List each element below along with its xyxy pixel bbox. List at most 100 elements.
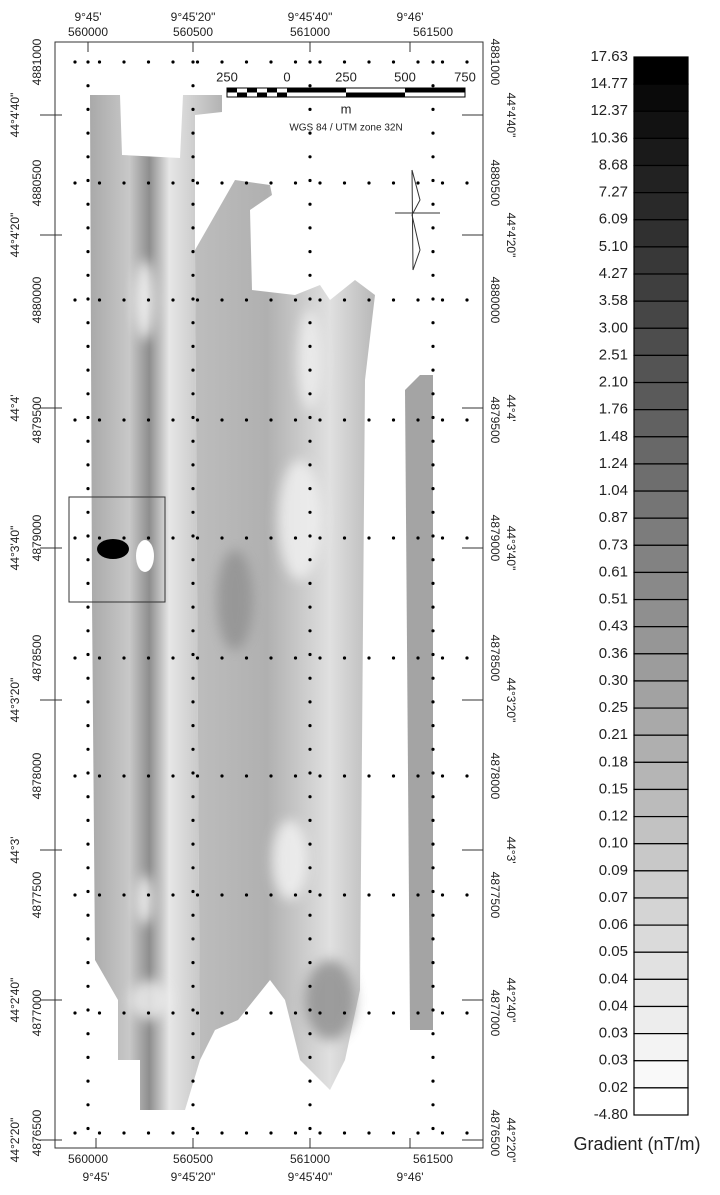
grid-dot — [191, 1032, 194, 1035]
legend-swatch — [634, 383, 688, 410]
scale-bar-unit: m — [341, 101, 352, 116]
legend-swatch — [634, 789, 688, 816]
grid-dot — [86, 653, 89, 656]
grid-dot — [431, 321, 434, 324]
grid-dot — [196, 536, 199, 539]
grid-dot — [171, 774, 174, 777]
grid-dot — [465, 536, 468, 539]
grid-dot — [416, 774, 419, 777]
grid-dot — [191, 748, 194, 751]
grid-dot — [441, 536, 444, 539]
legend-swatch — [634, 708, 688, 735]
grid-dot — [441, 774, 444, 777]
legend-label: 3.00 — [599, 319, 628, 336]
grid-dot — [122, 181, 125, 184]
grid-dot — [191, 843, 194, 846]
grid-dot — [122, 1131, 125, 1134]
grid-dot — [416, 60, 419, 63]
grid-dot — [294, 181, 297, 184]
legend-label: 0.87 — [599, 509, 628, 526]
left-northing-label: 4880500 — [30, 159, 44, 206]
grid-dot — [220, 893, 223, 896]
grid-dot — [191, 511, 194, 514]
grid-dot — [86, 1103, 89, 1106]
grid-dot — [269, 418, 272, 421]
legend-swatch — [634, 654, 688, 681]
grid-dot — [191, 914, 194, 917]
grid-dot — [308, 582, 311, 585]
legend-label: 0.36 — [599, 645, 628, 662]
grid-dot — [191, 1008, 194, 1011]
grid-dot — [308, 1103, 311, 1106]
grid-dot — [196, 418, 199, 421]
grid-dot — [245, 60, 248, 63]
scale-bar-segment — [247, 88, 257, 93]
grid-dot — [73, 893, 76, 896]
grid-dot — [86, 582, 89, 585]
legend-swatch — [634, 166, 688, 193]
legend-swatch — [634, 491, 688, 518]
grid-dot — [86, 1056, 89, 1059]
grid-dot — [86, 771, 89, 774]
grid-dot — [191, 677, 194, 680]
grid-dot — [431, 961, 434, 964]
scale-bar-segment — [346, 93, 405, 98]
bottom-lon-label: 9°45'20" — [171, 1170, 216, 1184]
grid-dot — [308, 914, 311, 917]
left-northing-label: 4879000 — [30, 514, 44, 561]
grid-dot — [431, 1103, 434, 1106]
grid-dot — [294, 536, 297, 539]
grid-dot — [318, 893, 321, 896]
top-easting-label: 561500 — [413, 25, 453, 39]
grid-dot — [308, 297, 311, 300]
grid-dot — [147, 893, 150, 896]
grid-dot — [308, 511, 311, 514]
grid-dot — [171, 1011, 174, 1014]
grid-dot — [86, 534, 89, 537]
grid-dot — [318, 181, 321, 184]
legend-swatch — [634, 1034, 688, 1061]
grid-dot — [86, 392, 89, 395]
grid-dot — [220, 774, 223, 777]
grid-dot — [98, 1011, 101, 1014]
grid-dot — [73, 1011, 76, 1014]
grid-dot — [308, 1127, 311, 1130]
grid-dot — [441, 1131, 444, 1134]
grid-dot — [367, 656, 370, 659]
grid-dot — [73, 418, 76, 421]
grid-dot — [171, 656, 174, 659]
grid-dot — [191, 274, 194, 277]
left-lat-label: 44°3' — [8, 836, 22, 863]
grid-dot — [245, 774, 248, 777]
grid-dot — [86, 700, 89, 703]
legend-swatch — [634, 925, 688, 952]
grid-dot — [73, 60, 76, 63]
grid-dot — [431, 558, 434, 561]
grid-dot — [86, 416, 89, 419]
grid-dot — [416, 418, 419, 421]
grid-dot — [191, 440, 194, 443]
grid-dot — [86, 985, 89, 988]
grid-dot — [220, 181, 223, 184]
grid-dot — [308, 1056, 311, 1059]
grid-dot — [294, 1011, 297, 1014]
top-lon-label: 9°45'20" — [171, 10, 216, 24]
grid-dot — [191, 1127, 194, 1130]
grid-dot — [122, 536, 125, 539]
legend-label: 0.04 — [599, 997, 628, 1014]
grid-dot — [431, 60, 434, 63]
grid-dot — [191, 961, 194, 964]
grid-dot — [431, 392, 434, 395]
grid-dot — [86, 321, 89, 324]
grid-dot — [308, 345, 311, 348]
legend-swatch — [634, 193, 688, 220]
grid-dot — [191, 369, 194, 372]
grid-dot — [465, 1011, 468, 1014]
legend-swatch — [634, 247, 688, 274]
grid-dot — [86, 1127, 89, 1130]
legend-label: 0.51 — [599, 591, 628, 608]
grid-dot — [392, 181, 395, 184]
grid-dot — [431, 487, 434, 490]
grid-dot — [191, 771, 194, 774]
grid-dot — [86, 250, 89, 253]
